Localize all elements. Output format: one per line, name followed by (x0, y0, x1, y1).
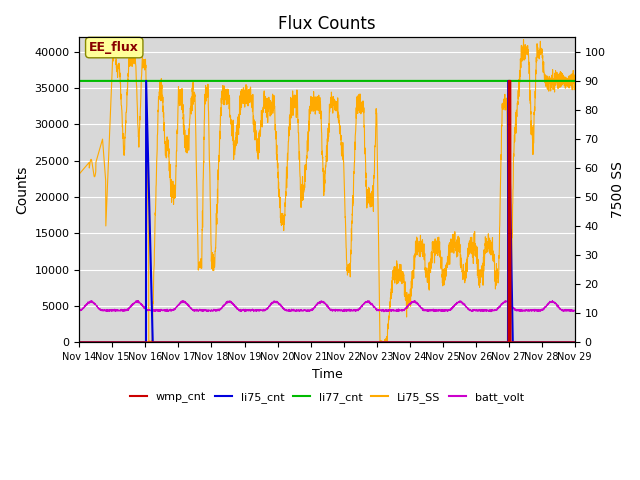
Text: EE_flux: EE_flux (90, 41, 139, 54)
Title: Flux Counts: Flux Counts (278, 15, 376, 33)
Legend: wmp_cnt, li75_cnt, li77_cnt, Li75_SS, batt_volt: wmp_cnt, li75_cnt, li77_cnt, Li75_SS, ba… (126, 387, 528, 407)
X-axis label: Time: Time (312, 368, 342, 381)
Y-axis label: Counts: Counts (15, 166, 29, 214)
Y-axis label: 7500 SS: 7500 SS (611, 161, 625, 218)
